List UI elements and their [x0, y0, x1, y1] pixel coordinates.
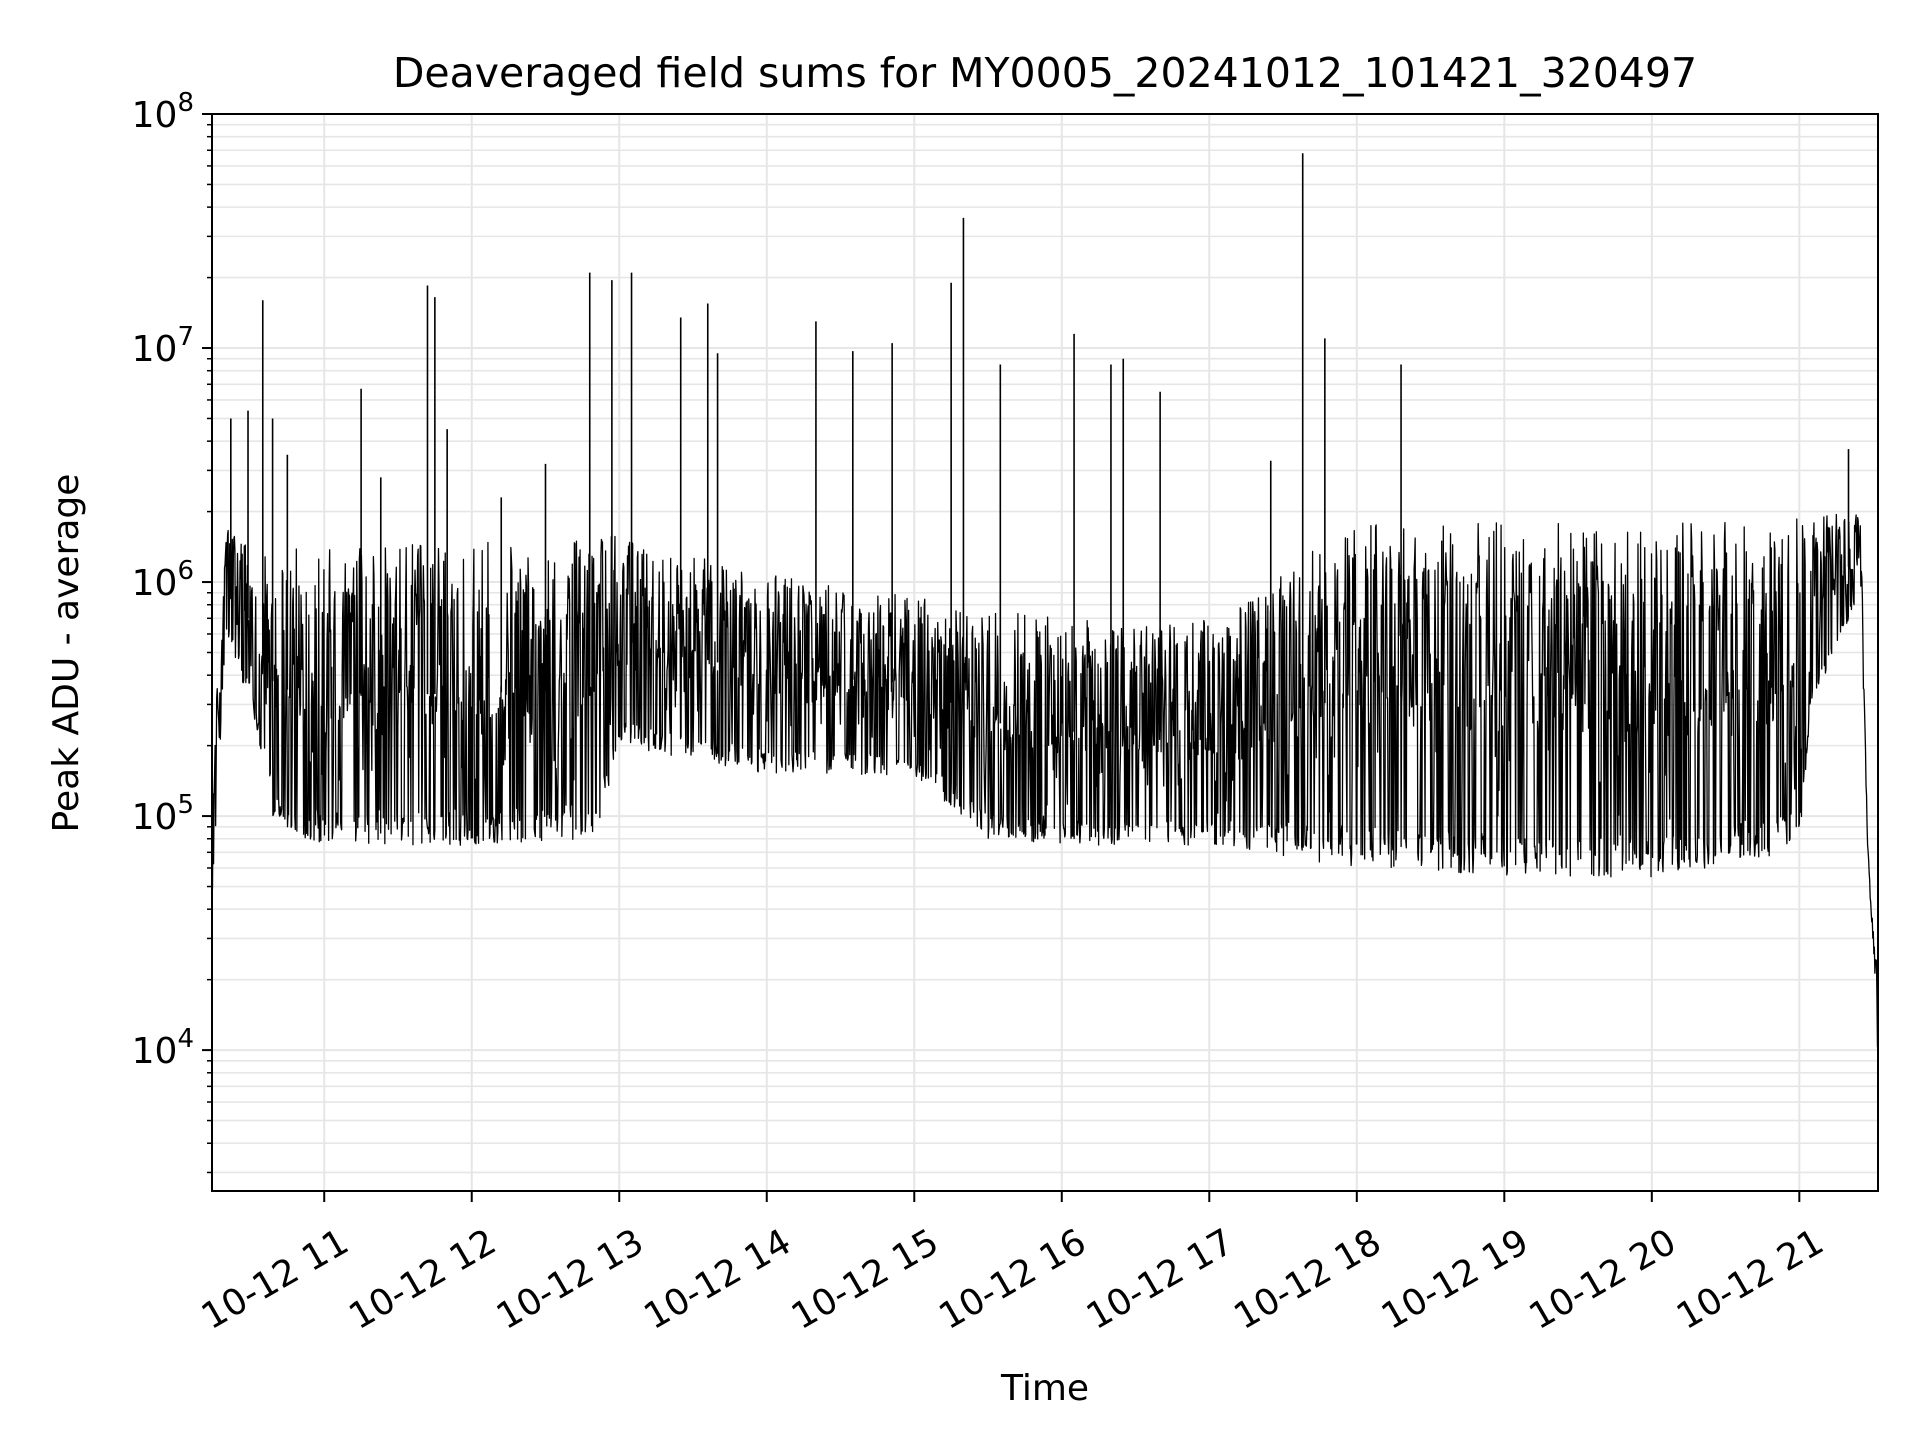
- y-axis: 104 105 106 107 108: [132, 88, 212, 1174]
- y-tick-label: 104: [132, 1024, 194, 1072]
- y-tick-label: 107: [132, 322, 194, 370]
- chart-title: Deaveraged field sums for MY0005_2024101…: [393, 49, 1697, 97]
- y-tick-label: 108: [132, 88, 194, 136]
- y-axis-label: Peak ADU - average: [46, 474, 87, 833]
- x-axis-label: Time: [1000, 1368, 1089, 1409]
- data-series: [211, 153, 1879, 1048]
- series-line: [211, 513, 1879, 1048]
- y-tick-label: 106: [132, 556, 194, 604]
- y-tick-label: 105: [132, 790, 194, 838]
